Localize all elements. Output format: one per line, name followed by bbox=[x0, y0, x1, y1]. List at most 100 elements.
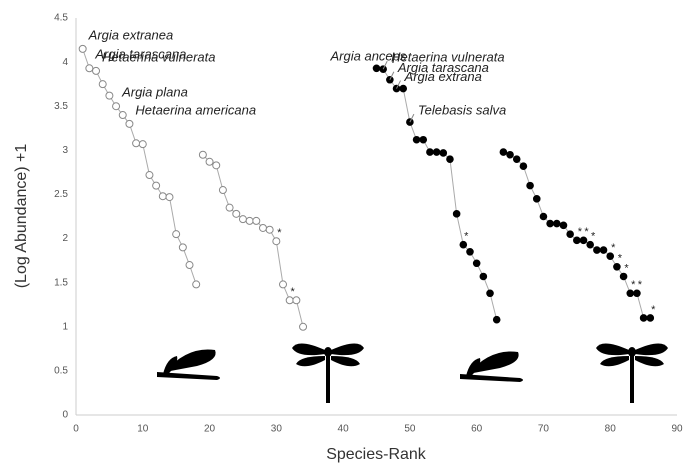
data-point bbox=[158, 192, 167, 201]
data-point bbox=[212, 161, 221, 170]
x-tick-label: 80 bbox=[605, 424, 617, 435]
data-point bbox=[178, 243, 187, 252]
species-label: Argia tarascana bbox=[94, 47, 186, 62]
x-tick-label: 70 bbox=[538, 424, 550, 435]
data-point bbox=[272, 237, 281, 246]
data-point bbox=[579, 236, 588, 245]
data-point bbox=[245, 216, 254, 225]
data-point bbox=[138, 140, 147, 149]
leader-line bbox=[409, 113, 415, 123]
data-point bbox=[265, 225, 274, 234]
significance-marker: * bbox=[651, 304, 656, 316]
data-point bbox=[112, 102, 121, 111]
data-point bbox=[185, 261, 194, 270]
species-label: Argia extranea bbox=[88, 27, 174, 42]
data-point bbox=[606, 252, 615, 261]
data-point bbox=[479, 272, 488, 281]
significance-marker: * bbox=[631, 279, 636, 291]
data-point bbox=[532, 195, 541, 203]
significance-marker: * bbox=[277, 227, 282, 239]
data-point bbox=[459, 240, 468, 249]
data-point bbox=[472, 259, 481, 268]
data-point bbox=[512, 155, 521, 163]
x-tick-label: 60 bbox=[471, 424, 483, 435]
data-point bbox=[92, 66, 101, 75]
y-tick-label: 2.5 bbox=[54, 189, 68, 200]
significance-marker: * bbox=[638, 279, 643, 291]
y-tick-label: 1.5 bbox=[54, 277, 68, 288]
y-tick-label: 3 bbox=[62, 145, 68, 156]
y-tick-label: 0 bbox=[62, 410, 68, 421]
significance-marker: * bbox=[291, 286, 296, 298]
data-point bbox=[85, 64, 94, 73]
data-point bbox=[499, 148, 508, 156]
data-point bbox=[466, 247, 474, 256]
data-point bbox=[619, 272, 628, 281]
data-point bbox=[252, 216, 261, 225]
species-label: Argia extrana bbox=[404, 69, 482, 84]
species-label: Telebasis salva bbox=[418, 103, 506, 118]
data-point bbox=[232, 209, 241, 218]
significance-marker: * bbox=[464, 231, 469, 243]
data-point bbox=[546, 219, 554, 228]
dragonfly-icon bbox=[596, 343, 668, 403]
data-point bbox=[198, 150, 207, 159]
data-point bbox=[506, 150, 514, 159]
data-point bbox=[152, 181, 161, 190]
data-point bbox=[486, 289, 494, 298]
species-label: Argia tarascana bbox=[397, 60, 489, 75]
significance-marker: * bbox=[618, 253, 623, 265]
data-point bbox=[639, 314, 648, 322]
data-point bbox=[633, 289, 641, 298]
data-point bbox=[225, 203, 234, 212]
data-point bbox=[452, 210, 461, 218]
data-point bbox=[553, 219, 561, 228]
data-point bbox=[372, 64, 381, 73]
data-point bbox=[646, 314, 655, 322]
leader-line bbox=[382, 60, 388, 70]
silhouettes bbox=[157, 343, 668, 403]
data-point bbox=[566, 230, 574, 238]
x-tick-label: 40 bbox=[338, 424, 350, 435]
data-point bbox=[539, 212, 548, 221]
data-point bbox=[258, 223, 267, 232]
data-point bbox=[439, 149, 448, 157]
data-point bbox=[292, 296, 301, 305]
y-tick-label: 1 bbox=[62, 321, 68, 332]
species-label: Hetaerina vulnerata bbox=[102, 49, 215, 64]
species-label: Argia plana bbox=[121, 85, 188, 100]
dragonfly-icon bbox=[292, 343, 364, 403]
x-tick-label: 90 bbox=[671, 424, 683, 435]
data-point bbox=[526, 181, 534, 190]
data-point bbox=[279, 280, 288, 289]
significance-marker: * bbox=[578, 226, 583, 238]
data-point bbox=[419, 135, 428, 144]
x-tick-label: 10 bbox=[137, 424, 149, 435]
data-point bbox=[593, 246, 601, 254]
data-point bbox=[205, 157, 214, 166]
data-point bbox=[132, 139, 141, 148]
y-tick-label: 2 bbox=[62, 233, 68, 244]
data-point bbox=[125, 119, 134, 128]
leader-line bbox=[389, 71, 395, 80]
x-tick-label: 50 bbox=[404, 424, 416, 435]
data-point bbox=[446, 155, 454, 163]
damselfly-icon bbox=[460, 351, 523, 382]
data-point bbox=[165, 193, 174, 202]
damselfly-icon bbox=[157, 349, 220, 380]
data-point bbox=[105, 91, 114, 100]
significance-marker: * bbox=[624, 262, 629, 274]
data-point bbox=[118, 111, 127, 120]
significance-marker: * bbox=[591, 231, 596, 243]
x-tick-label: 0 bbox=[73, 424, 79, 435]
data-point bbox=[586, 240, 594, 249]
y-tick-label: 0.5 bbox=[54, 366, 68, 377]
data-point bbox=[172, 230, 181, 239]
leader-line bbox=[396, 80, 401, 89]
data-point bbox=[145, 171, 154, 180]
significance-marker: * bbox=[611, 242, 616, 254]
y-tick-label: 4 bbox=[62, 57, 68, 68]
data-point bbox=[218, 186, 227, 195]
x-tick-label: 20 bbox=[204, 424, 216, 435]
